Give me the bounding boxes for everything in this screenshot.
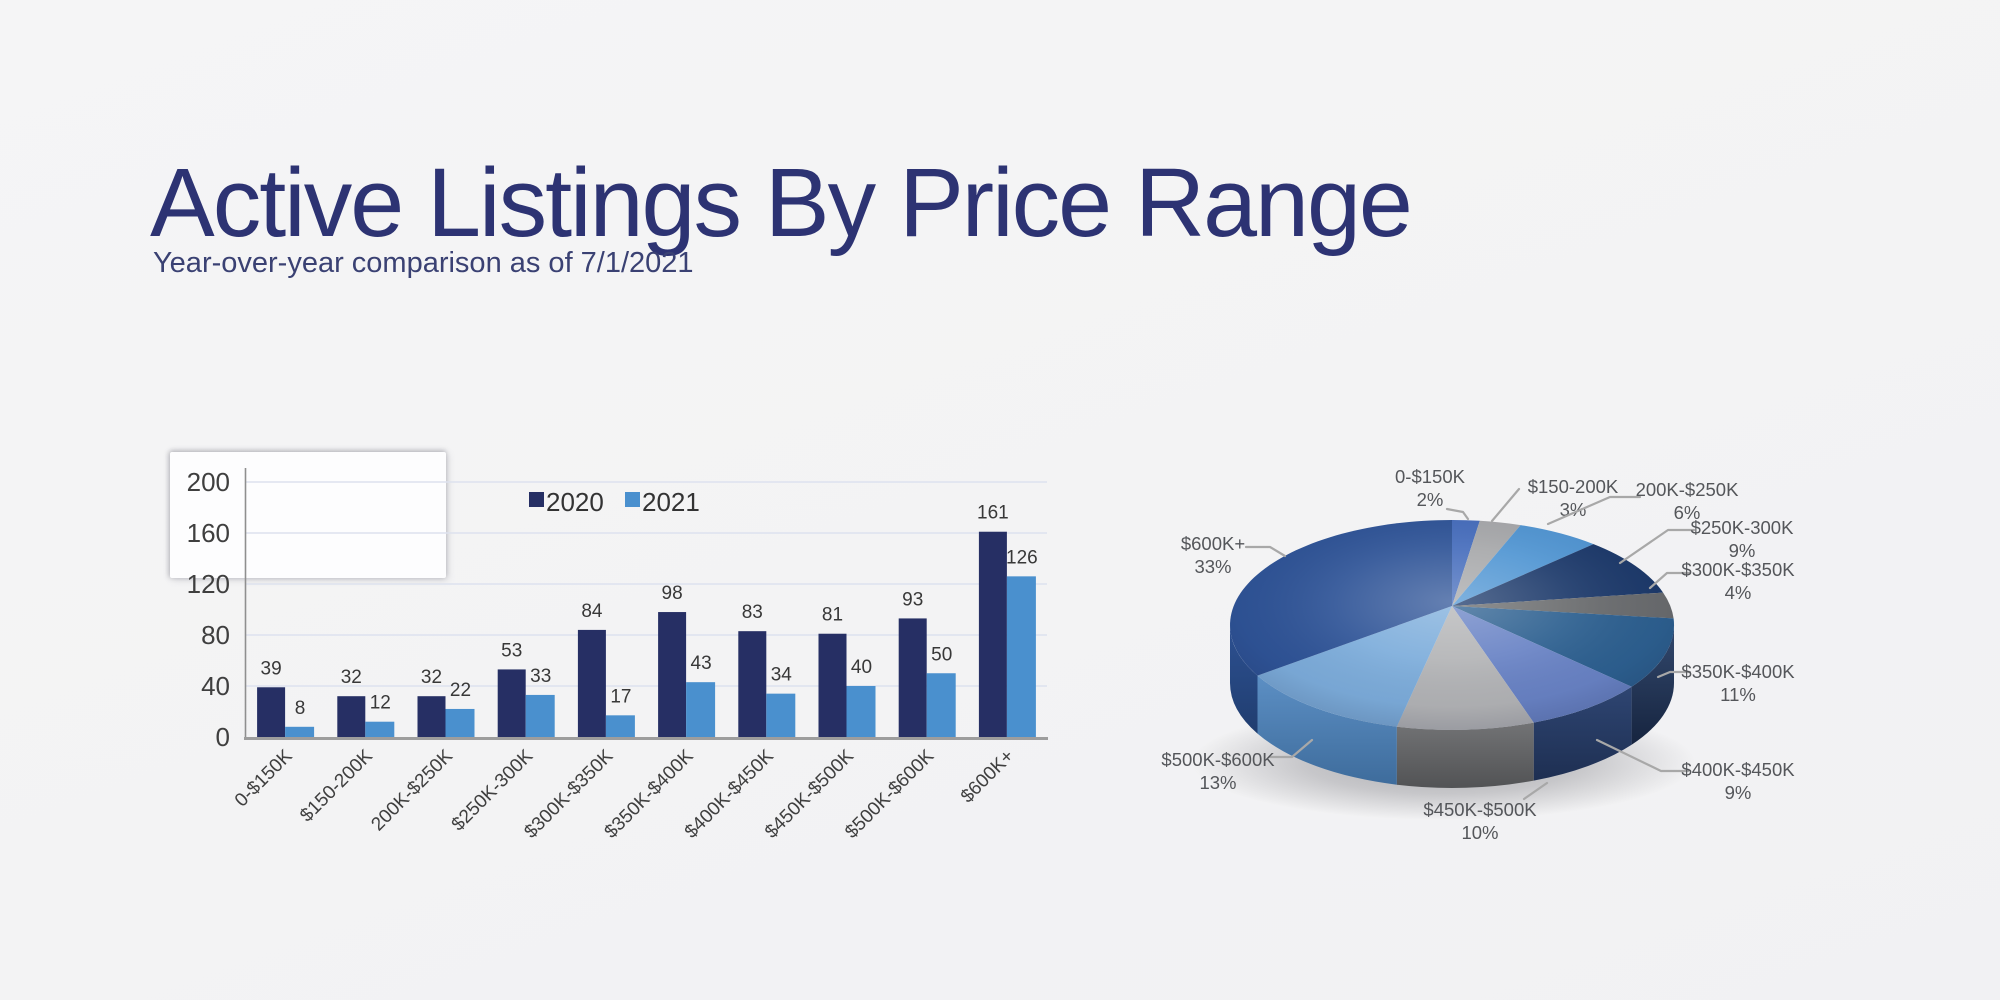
bar-2020-5 (658, 612, 687, 737)
bar-value-label: 50 (931, 644, 952, 665)
bar-value-label: 81 (822, 605, 843, 626)
category-label: 200K-$250K (367, 745, 457, 835)
pie-leader-line-5 (1656, 670, 1692, 679)
pie-slice-label-7: $450K-$500K (1423, 799, 1537, 820)
pie-leader-line-9 (1244, 545, 1287, 558)
page-subtitle: Year-over-year comparison as of 7/1/2021 (153, 247, 694, 279)
pie-slice-label-4: $300K-$350K (1681, 559, 1795, 580)
y-axis-tick-label: 160 (187, 518, 230, 548)
y-axis-tick-label: 0 (216, 722, 230, 752)
bar-2021-5 (686, 682, 716, 737)
bar-2021-2 (445, 708, 475, 737)
bar-value-label: 32 (341, 667, 362, 688)
bar-2020-4 (577, 629, 606, 737)
pie-slice-side-7 (1396, 722, 1534, 788)
pie-slice-percent-7: 10% (1461, 822, 1498, 843)
category-label: $150-200K (296, 745, 377, 826)
bar-2021-6 (766, 693, 796, 737)
pie-leader-line-7 (1522, 781, 1549, 801)
pie-slice-percent-3: 9% (1729, 540, 1756, 561)
legend-swatch-2020 (529, 492, 544, 507)
pie-slice-percent-4: 4% (1725, 582, 1752, 603)
pie-leader-line-0 (1445, 507, 1470, 521)
pie-leader-line-3 (1618, 528, 1696, 565)
pie-slice-label-8: $500K-$600K (1161, 749, 1275, 770)
bar-value-label: 53 (501, 640, 522, 661)
pie-leader-line-4 (1648, 571, 1692, 590)
bar-2021-9 (1006, 576, 1036, 737)
bar-2020-0 (257, 687, 286, 737)
bar-2021-4 (605, 715, 635, 737)
bar-value-label: 126 (1006, 547, 1038, 568)
bar-2021-8 (926, 673, 956, 737)
pie-leader-line-8 (1268, 738, 1314, 759)
pie-slice-label-0: 0-$150K (1395, 466, 1466, 487)
bar-chart: 0 40 80 120 160 200 39 32 32 53 84 98 83 81 93 161 8 12 22… (187, 467, 1048, 843)
bar-value-label: 33 (530, 666, 551, 687)
pie-slice-percent-1: 3% (1560, 499, 1587, 520)
bar-2020-9 (978, 531, 1007, 737)
bar-chart-card-background (170, 452, 446, 578)
y-axis-tick-label: 40 (201, 671, 230, 701)
bar-value-label: 34 (771, 665, 793, 686)
category-label: $600K+ (957, 746, 1019, 808)
category-label: 0-$150K (231, 745, 297, 811)
pie-slice-percent-2: 6% (1674, 502, 1701, 523)
bar-value-label: 161 (977, 503, 1009, 524)
legend: 2020 2021 (529, 487, 700, 517)
pie-slice-percent-9: 33% (1194, 556, 1231, 577)
bar-value-label: 84 (581, 601, 603, 622)
bar-value-label: 83 (742, 602, 763, 623)
category-label: $250K-300K (448, 745, 538, 835)
bar-value-label: 32 (421, 667, 442, 688)
bar-value-label: 93 (902, 589, 923, 610)
page-title: Active Listings By Price Range (150, 148, 1413, 257)
bar-value-label: 43 (691, 653, 712, 674)
y-axis-tick-label: 80 (201, 620, 230, 650)
pie-slice-percent-6: 9% (1725, 782, 1752, 803)
legend-swatch-2021 (625, 492, 640, 507)
bar-2020-3 (497, 669, 526, 737)
bar-value-label: 8 (295, 698, 306, 719)
bar-2021-1 (365, 721, 395, 737)
pie-slice-percent-0: 2% (1417, 489, 1444, 510)
bar-2020-8 (898, 618, 927, 737)
bar-value-label: 22 (450, 680, 471, 701)
bar-2020-6 (738, 631, 767, 737)
bar-value-label: 98 (662, 583, 683, 604)
bar-value-label: 40 (851, 657, 872, 678)
bar-2021-3 (525, 694, 555, 737)
pie-slice-label-9: $600K+ (1181, 533, 1245, 554)
bar-value-label: 39 (261, 658, 282, 679)
bar-2021-0 (285, 726, 315, 737)
bar-2020-7 (818, 633, 847, 737)
bar-2021-7 (846, 686, 876, 737)
pie-slice-percent-5: 11% (1720, 684, 1756, 705)
bar-value-label: 17 (610, 686, 631, 707)
bar-value-label: 12 (370, 693, 391, 714)
pie-slice-label-5: $350K-$400K (1681, 661, 1795, 682)
pie-slice-label-2: 200K-$250K (1636, 479, 1740, 500)
bar-2020-2 (417, 696, 446, 737)
y-axis-tick-label: 120 (187, 569, 230, 599)
y-axis-tick-label: 200 (187, 467, 230, 497)
pie-leader-line-2 (1546, 495, 1642, 526)
legend-label-2020: 2020 (546, 487, 604, 517)
pie-slice-label-3: $250K-300K (1691, 517, 1795, 538)
pie-leader-line-6 (1595, 738, 1690, 773)
bar-2020-1 (337, 696, 366, 737)
pie-slice-label-1: $150-200K (1528, 476, 1619, 497)
pie-slice-percent-8: 13% (1199, 772, 1236, 793)
pie-slice-label-6: $400K-$450K (1681, 759, 1795, 780)
legend-label-2021: 2021 (642, 487, 700, 517)
pie-leader-line-1 (1490, 487, 1521, 523)
